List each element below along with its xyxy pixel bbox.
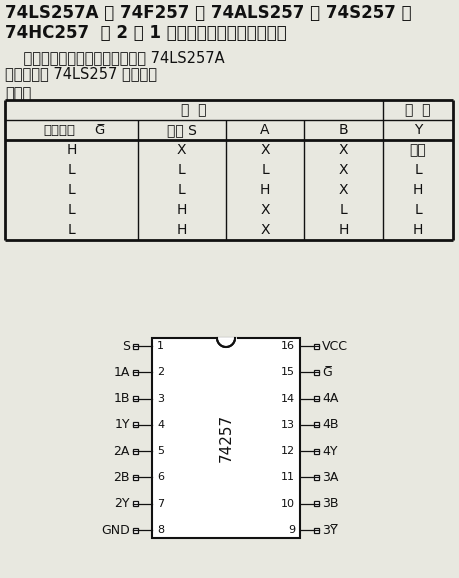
Text: 12: 12 bbox=[280, 446, 294, 456]
Text: G̅: G̅ bbox=[321, 366, 331, 379]
Text: 4A: 4A bbox=[321, 392, 338, 405]
Text: 1: 1 bbox=[157, 341, 164, 351]
Text: X: X bbox=[338, 163, 348, 177]
Text: 3B: 3B bbox=[321, 497, 338, 510]
Text: Y: Y bbox=[413, 123, 421, 137]
Text: 选择 S: 选择 S bbox=[167, 123, 196, 137]
Text: 74257: 74257 bbox=[218, 414, 233, 462]
Text: H: H bbox=[412, 223, 422, 237]
Bar bbox=[133, 343, 138, 349]
Text: 吸收电流比 74LS257 大两倍。: 吸收电流比 74LS257 大两倍。 bbox=[5, 66, 157, 81]
Text: 13: 13 bbox=[280, 420, 294, 430]
Text: X: X bbox=[177, 143, 186, 157]
Text: 输  入: 输 入 bbox=[181, 103, 207, 117]
Text: 4B: 4B bbox=[321, 418, 338, 431]
Text: VCC: VCC bbox=[321, 339, 347, 353]
Text: GND: GND bbox=[101, 524, 130, 536]
Text: 高阻: 高阻 bbox=[409, 143, 425, 157]
Text: L: L bbox=[178, 163, 185, 177]
Text: S: S bbox=[122, 339, 130, 353]
Text: 1Y: 1Y bbox=[114, 418, 130, 431]
Text: 2Y: 2Y bbox=[114, 497, 130, 510]
Text: 3: 3 bbox=[157, 394, 164, 403]
Bar bbox=[313, 528, 318, 532]
Text: H: H bbox=[176, 223, 186, 237]
Text: 74LS257A 、 74F257 、 74ALS257 、 74S257 、: 74LS257A 、 74F257 、 74ALS257 、 74S257 、 bbox=[5, 4, 411, 22]
Bar bbox=[133, 396, 138, 401]
Text: 2: 2 bbox=[157, 367, 164, 377]
Bar bbox=[313, 370, 318, 375]
Text: 1B: 1B bbox=[113, 392, 130, 405]
Bar bbox=[313, 396, 318, 401]
Text: X: X bbox=[260, 143, 269, 157]
Text: 16: 16 bbox=[280, 341, 294, 351]
Text: 2B: 2B bbox=[113, 471, 130, 484]
Text: 9: 9 bbox=[287, 525, 294, 535]
Text: 5: 5 bbox=[157, 446, 164, 456]
Text: L: L bbox=[67, 223, 75, 237]
Bar bbox=[313, 423, 318, 427]
Text: 6: 6 bbox=[157, 472, 164, 483]
Text: L: L bbox=[178, 183, 185, 197]
Bar bbox=[313, 449, 318, 454]
Bar bbox=[313, 475, 318, 480]
Bar bbox=[133, 449, 138, 454]
Text: L: L bbox=[261, 163, 269, 177]
Text: X: X bbox=[338, 143, 348, 157]
Text: X: X bbox=[260, 223, 269, 237]
Text: H: H bbox=[338, 223, 348, 237]
Text: L: L bbox=[67, 183, 75, 197]
Text: 3Y̅: 3Y̅ bbox=[321, 524, 337, 536]
Text: 输  出: 输 出 bbox=[404, 103, 430, 117]
Text: 功能表: 功能表 bbox=[5, 86, 31, 101]
Text: 2A: 2A bbox=[113, 444, 130, 458]
Text: B: B bbox=[338, 123, 348, 137]
Text: 输出控制: 输出控制 bbox=[43, 124, 75, 136]
Bar bbox=[151, 338, 299, 538]
Text: 15: 15 bbox=[280, 367, 294, 377]
Text: L: L bbox=[414, 203, 421, 217]
Text: L: L bbox=[67, 203, 75, 217]
Text: H: H bbox=[176, 203, 186, 217]
Bar bbox=[313, 501, 318, 506]
Bar bbox=[133, 501, 138, 506]
Text: 1A: 1A bbox=[113, 366, 130, 379]
Text: 7: 7 bbox=[157, 499, 164, 509]
Text: 三态输出直接与系统总线接口， 74LS257A: 三态输出直接与系统总线接口， 74LS257A bbox=[5, 50, 224, 65]
Text: 14: 14 bbox=[280, 394, 294, 403]
Text: H: H bbox=[412, 183, 422, 197]
Bar bbox=[133, 475, 138, 480]
Text: 3A: 3A bbox=[321, 471, 338, 484]
Text: 4: 4 bbox=[157, 420, 164, 430]
Bar bbox=[133, 423, 138, 427]
Text: A: A bbox=[260, 123, 269, 137]
Text: 8: 8 bbox=[157, 525, 164, 535]
Text: H: H bbox=[259, 183, 269, 197]
Text: 10: 10 bbox=[280, 499, 294, 509]
Text: G̅: G̅ bbox=[94, 124, 104, 136]
Text: 4Y: 4Y bbox=[321, 444, 337, 458]
Bar bbox=[313, 343, 318, 349]
Text: X: X bbox=[338, 183, 348, 197]
Text: L: L bbox=[339, 203, 347, 217]
Text: H: H bbox=[66, 143, 77, 157]
Bar bbox=[133, 528, 138, 532]
Text: L: L bbox=[67, 163, 75, 177]
Bar bbox=[133, 370, 138, 375]
Text: X: X bbox=[260, 203, 269, 217]
Text: 74HC257  四 2 选 1 数据选择器（三态、同相）: 74HC257 四 2 选 1 数据选择器（三态、同相） bbox=[5, 24, 286, 42]
Text: 11: 11 bbox=[280, 472, 294, 483]
Text: L: L bbox=[414, 163, 421, 177]
